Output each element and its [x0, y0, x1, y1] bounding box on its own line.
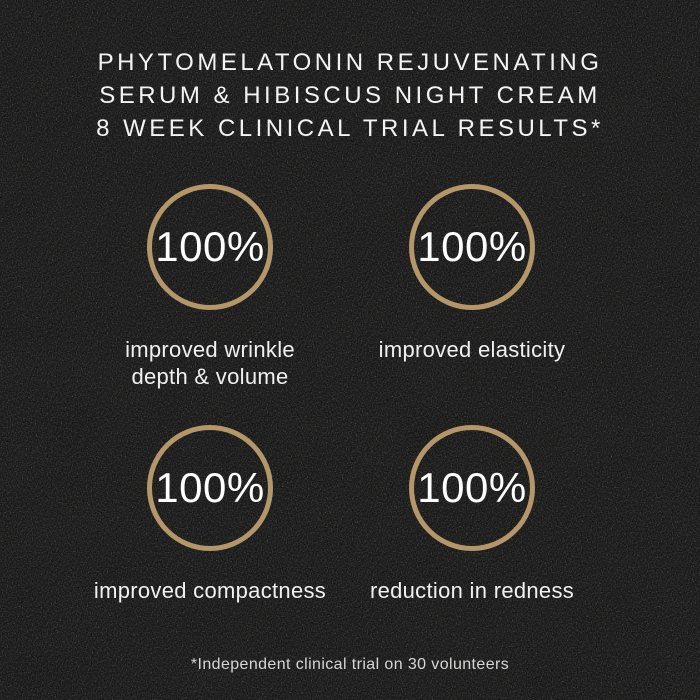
stat-value: 100%	[155, 464, 265, 511]
stat-label: reduction in redness	[370, 577, 574, 631]
percentage-circle: 100%	[409, 184, 535, 310]
stat-label-line: improved elasticity	[378, 337, 566, 362]
stat-improved-elasticity: 100% improved elasticity	[341, 184, 603, 390]
percentage-circle: 100%	[409, 425, 535, 551]
stat-label: improved elasticity	[379, 336, 566, 390]
title-line-1: PHYTOMELATONIN REJUVENATING	[97, 49, 603, 76]
page-title: PHYTOMELATONIN REJUVENATING SERUM & HIBI…	[0, 0, 700, 145]
stat-label-line: depth & volume	[131, 364, 289, 389]
title-line-3: 8 WEEK CLINICAL TRIAL RESULTS*	[96, 115, 604, 142]
stat-improved-compactness: 100% improved compactness	[79, 425, 341, 631]
title-line-2: SERUM & HIBISCUS NIGHT CREAM	[99, 82, 601, 109]
stat-label: improved compactness	[94, 577, 326, 631]
stats-grid: 100% improved wrinkle depth & volume 100…	[79, 184, 603, 631]
stat-value: 100%	[417, 223, 527, 270]
percentage-circle: 100%	[147, 425, 273, 551]
footnote: *Independent clinical trial on 30 volunt…	[190, 656, 510, 673]
stat-label: improved wrinkle depth & volume	[125, 336, 295, 390]
stat-reduction-in-redness: 100% reduction in redness	[341, 425, 603, 631]
stat-label-line: improved wrinkle	[125, 337, 295, 362]
stat-value: 100%	[155, 223, 265, 270]
stat-label-line: improved compactness	[93, 578, 327, 603]
stat-improved-wrinkle-depth-volume: 100% improved wrinkle depth & volume	[79, 184, 341, 390]
percentage-circle: 100%	[147, 184, 273, 310]
stat-label-line: reduction in redness	[369, 578, 575, 603]
stat-value: 100%	[417, 464, 527, 511]
